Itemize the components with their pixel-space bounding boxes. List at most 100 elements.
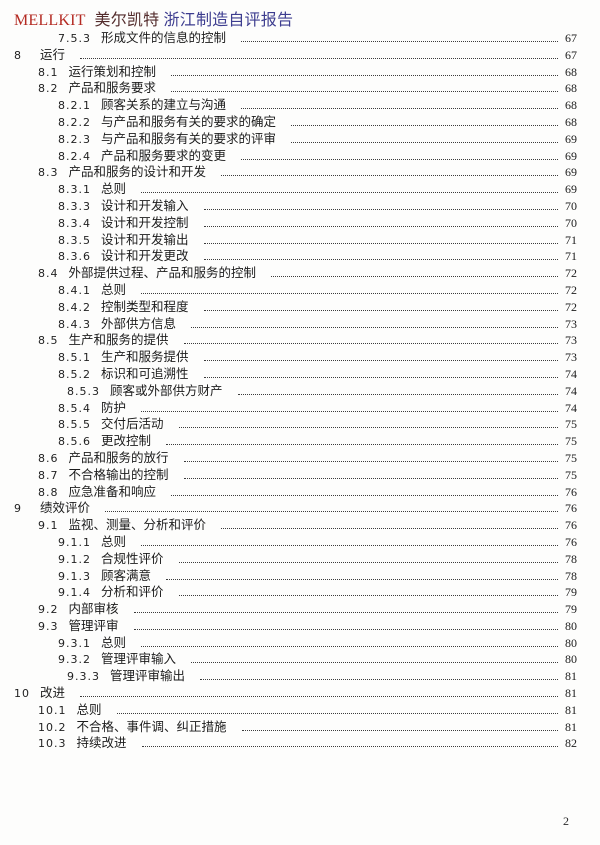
toc-entry-title: 总则: [101, 635, 127, 650]
toc-entry-page-number: 72: [565, 282, 577, 297]
toc-entry[interactable]: 8.4.1 总则 72: [58, 282, 577, 299]
toc-entry-title: 交付后活动: [101, 417, 164, 432]
toc-entry[interactable]: 8.5 生产和服务的提供 73: [38, 332, 577, 349]
toc-entry[interactable]: 9.1 监视、测量、分析和评价 76: [38, 517, 577, 534]
toc-entry-page-number: 79: [565, 585, 577, 600]
toc-entry-page-number: 81: [565, 686, 577, 701]
toc-entry-page-number: 69: [565, 165, 577, 180]
toc-entry-number: 8.8: [38, 485, 59, 499]
toc-entry-title: 管理评审: [68, 618, 119, 633]
toc-entry[interactable]: 8.4 外部提供过程、产品和服务的控制 72: [38, 265, 577, 282]
toc-entry-page-number: 70: [565, 215, 577, 230]
toc-entry-number: 9.3.2: [58, 653, 91, 667]
toc-entry[interactable]: 9.3.2 管理评审输入 80: [58, 651, 577, 668]
toc-entry-page-number: 74: [565, 383, 577, 398]
toc-entry-page-number: 80: [565, 652, 577, 667]
toc-entry[interactable]: 8.2.4 产品和服务要求的变更 69: [58, 148, 577, 165]
toc-entry-title: 顾客满意: [101, 568, 152, 583]
dotted-leader: [141, 292, 558, 294]
toc-entry[interactable]: 9.3 管理评审 80: [38, 618, 577, 635]
toc-entry-number: 10.1: [38, 703, 67, 717]
toc-entry-number: 8.2: [38, 82, 59, 96]
toc-entry-number: 8.2.4: [58, 149, 91, 163]
toc-entry[interactable]: 8.5.3 顾客或外部供方财产 74: [67, 383, 577, 400]
toc-entry-title: 标识和可追溯性: [101, 366, 189, 381]
toc-entry[interactable]: 8.2.3 与产品和服务有关的要求的评审 69: [58, 131, 577, 148]
toc-entry-number: 8.4.2: [58, 300, 91, 314]
toc-entry-title: 绩效评价: [40, 501, 91, 516]
toc-entry-page-number: 68: [565, 64, 577, 79]
toc-entry-number: 9.1.2: [58, 552, 91, 566]
toc-entry[interactable]: 8 运行 67: [14, 47, 577, 64]
toc-entry-number: 8.6: [38, 451, 59, 465]
toc-entry-title: 产品和服务的放行: [68, 450, 169, 465]
dotted-leader: [203, 208, 558, 210]
toc-entry[interactable]: 8.8 应急准备和响应 76: [38, 484, 577, 501]
toc-entry-number: 8.5.5: [58, 418, 91, 432]
toc-entry-page-number: 71: [565, 249, 577, 264]
toc-list: 7.5.3 形成文件的信息的控制 67 8 运行 67 8.1 运行策划和控制 …: [14, 30, 577, 752]
report-title-text: 浙江制造自评报告: [163, 12, 294, 29]
toc-entry[interactable]: 9.2 内部审核 79: [38, 601, 577, 618]
dotted-leader: [105, 511, 558, 513]
toc-entry[interactable]: 10.3 持续改进 82: [38, 735, 577, 752]
brand-text: MELLKIT: [14, 12, 86, 29]
toc-entry[interactable]: 8.3.6 设计和开发更改 71: [58, 248, 577, 265]
toc-entry-title: 更改控制: [101, 434, 152, 449]
toc-entry[interactable]: 8.2.1 顾客关系的建立与沟通 68: [58, 97, 577, 114]
toc-entry-page-number: 73: [565, 350, 577, 365]
toc-entry[interactable]: 8.5.5 交付后活动 75: [58, 416, 577, 433]
toc-entry[interactable]: 9.1.4 分析和评价 79: [58, 584, 577, 601]
toc-entry-title: 顾客或外部供方财产: [110, 383, 223, 398]
toc-entry[interactable]: 8.5.4 防护 74: [58, 400, 577, 417]
toc-entry[interactable]: 8.1 运行策划和控制 68: [38, 64, 577, 81]
toc-entry[interactable]: 8.5.2 标识和可追溯性 74: [58, 366, 577, 383]
dotted-leader: [171, 494, 558, 496]
toc-entry-page-number: 73: [565, 333, 577, 348]
toc-entry-title: 生产和服务提供: [101, 350, 189, 365]
toc-entry-number: 8.2.3: [58, 132, 91, 146]
dotted-leader: [183, 343, 558, 345]
toc-entry[interactable]: 10 改进 81: [14, 685, 577, 702]
dotted-leader: [80, 696, 558, 698]
toc-entry[interactable]: 8.3 产品和服务的设计和开发 69: [38, 164, 577, 181]
toc-entry-number: 9.1.1: [58, 535, 91, 549]
toc-entry[interactable]: 7.5.3 形成文件的信息的控制 67: [58, 30, 577, 47]
toc-entry[interactable]: 10.2 不合格、事件调、纠正措施 81: [38, 719, 577, 736]
toc-entry[interactable]: 8.6 产品和服务的放行 75: [38, 450, 577, 467]
toc-entry[interactable]: 9.3.1 总则 80: [58, 635, 577, 652]
toc-entry[interactable]: 8.3.4 设计和开发控制 70: [58, 215, 577, 232]
toc-entry[interactable]: 8.2 产品和服务要求 68: [38, 80, 577, 97]
toc-entry-title: 运行: [40, 47, 66, 62]
toc-entry[interactable]: 10.1 总则 81: [38, 702, 577, 719]
toc-entry[interactable]: 8.4.3 外部供方信息 73: [58, 316, 577, 333]
toc-entry[interactable]: 8.3.1 总则 69: [58, 181, 577, 198]
toc-entry-page-number: 80: [565, 618, 577, 633]
toc-entry[interactable]: 8.3.5 设计和开发输出 71: [58, 232, 577, 249]
dotted-leader: [203, 309, 558, 311]
toc-entry[interactable]: 9 绩效评价 76: [14, 500, 577, 517]
toc-entry[interactable]: 9.1.2 合规性评价 78: [58, 551, 577, 568]
toc-entry[interactable]: 9.1.3 顾客满意 78: [58, 568, 577, 585]
toc-entry[interactable]: 8.5.6 更改控制 75: [58, 433, 577, 450]
dotted-leader: [133, 612, 558, 614]
toc-entry[interactable]: 9.1.1 总则 76: [58, 534, 577, 551]
toc-entry-title: 运行策划和控制: [68, 64, 157, 79]
toc-entry-number: 8.1: [38, 65, 59, 79]
dotted-leader: [241, 41, 558, 42]
toc-entry-number: 8.4.1: [58, 283, 91, 297]
toc-entry[interactable]: 8.4.2 控制类型和程度 72: [58, 299, 577, 316]
toc-entry[interactable]: 8.7 不合格输出的控制 75: [38, 467, 577, 484]
toc-entry-number: 8.4: [38, 267, 59, 281]
toc-entry[interactable]: 8.2.2 与产品和服务有关的要求的确定 68: [58, 114, 577, 131]
toc-entry-page-number: 75: [565, 450, 577, 465]
dotted-leader: [203, 376, 558, 378]
toc-entry[interactable]: 8.3.3 设计和开发输入 70: [58, 198, 577, 215]
toc-entry-number: 8.2.2: [58, 115, 91, 129]
toc-entry-page-number: 81: [565, 669, 577, 684]
toc-entry[interactable]: 8.5.1 生产和服务提供 73: [58, 349, 577, 366]
dotted-leader: [141, 746, 558, 748]
toc-entry-title: 产品和服务要求: [68, 81, 157, 96]
toc-entry[interactable]: 9.3.3 管理评审输出 81: [67, 668, 577, 685]
toc-entry-page-number: 78: [565, 568, 577, 583]
